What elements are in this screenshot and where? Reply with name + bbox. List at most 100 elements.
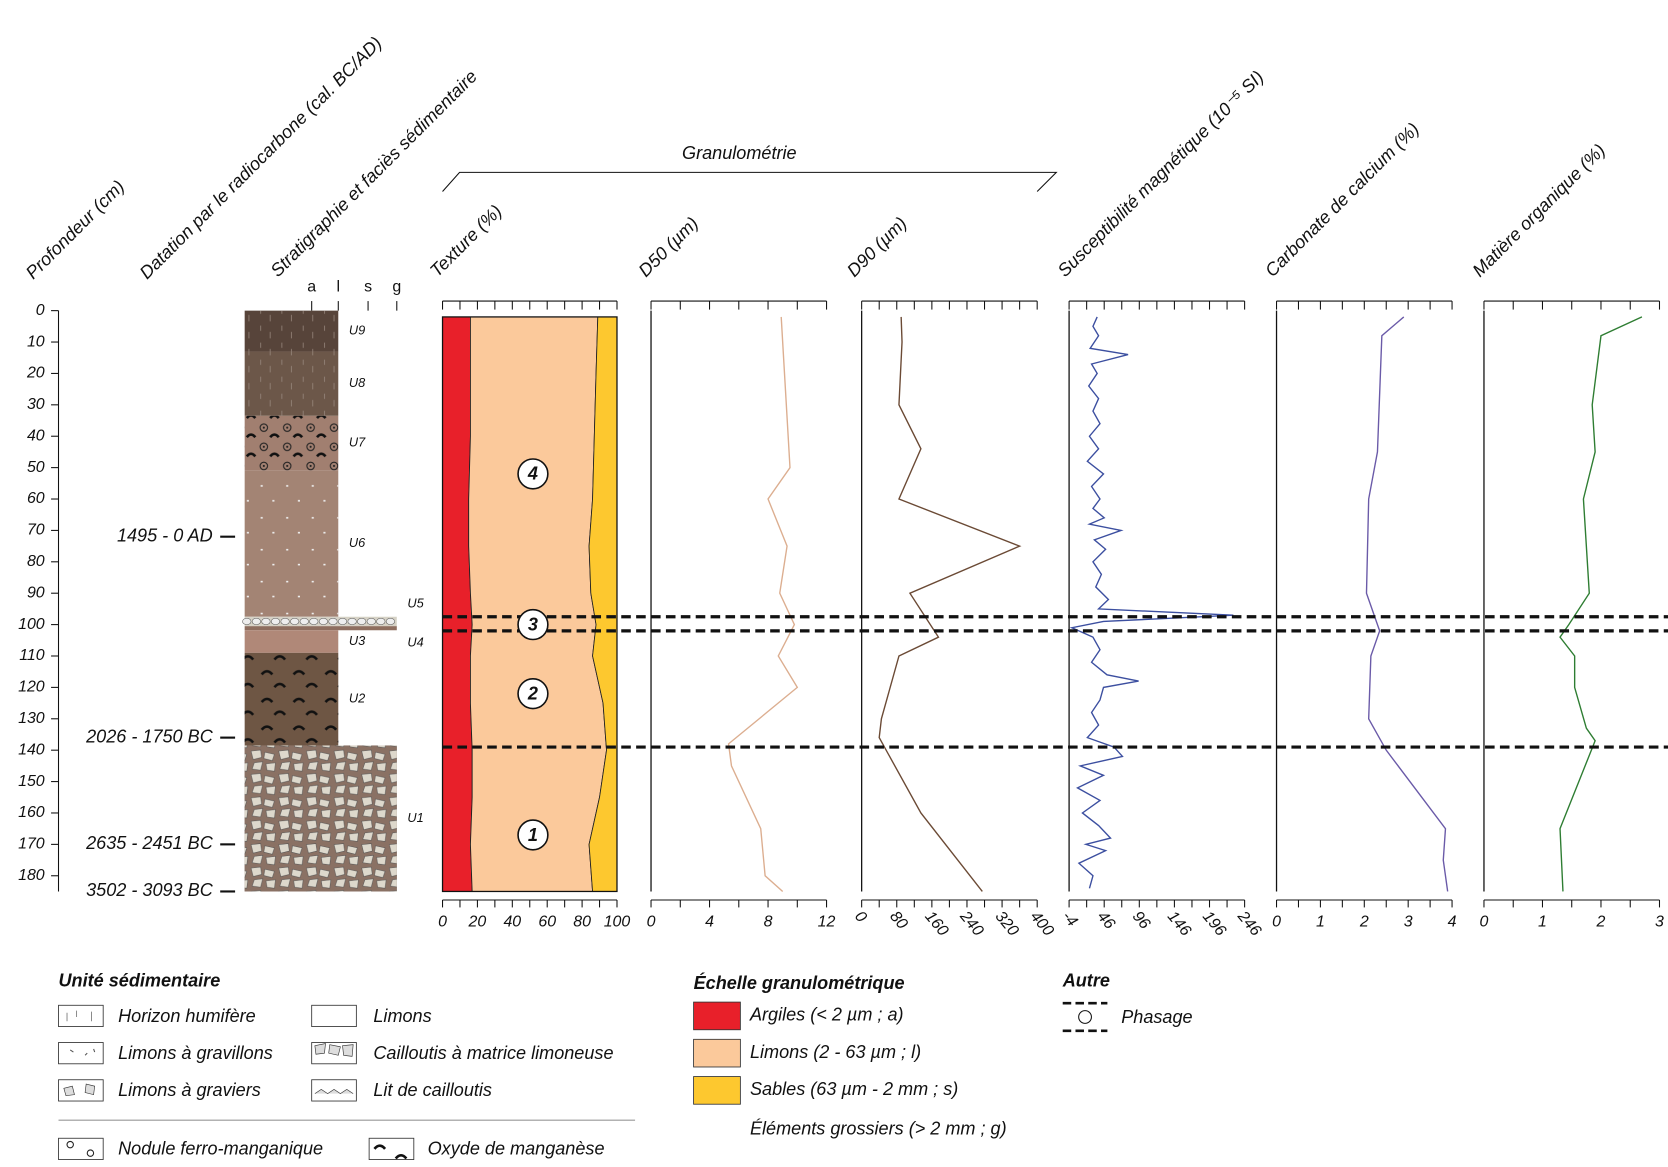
date-label: 2635 - 2451 BC [85, 833, 214, 853]
x-tick-label: 240 [956, 907, 987, 939]
y-tick-label: 50 [27, 459, 45, 476]
column-label: s [364, 278, 372, 295]
panel-title: Matière organique (%) [1469, 140, 1610, 281]
phase-marker [517, 608, 549, 641]
stratigraphic-unit [244, 626, 397, 631]
legend-label: Lit de cailloutis [373, 1080, 492, 1100]
unit-label: U7 [349, 435, 366, 450]
group-title: Granulométrie [682, 143, 797, 163]
x-tick-label: 20 [468, 914, 487, 931]
pebble [299, 618, 309, 625]
x-tick-label: 80 [573, 914, 591, 931]
y-tick-label: 60 [27, 490, 45, 507]
phase-label: 1 [528, 825, 538, 845]
pebble [251, 618, 261, 625]
unit-pattern [244, 745, 397, 892]
panel-title: Profondeur (cm) [22, 176, 128, 282]
data-line [878, 316, 1022, 892]
date-label: 3502 - 3093 BC [86, 880, 214, 900]
x-tick-label: 0 [1480, 914, 1489, 931]
panel-title: D90 (µm) [843, 213, 911, 281]
y-tick-label: 70 [27, 522, 45, 539]
column-label: g [392, 278, 401, 295]
x-tick-label: 0 [647, 914, 656, 931]
x-tick-label: 146 [1164, 908, 1194, 939]
x-tick-label: 160 [921, 908, 951, 939]
x-tick-label: 96 [1129, 908, 1154, 933]
pebble [280, 618, 290, 625]
y-tick-label: 20 [26, 365, 45, 382]
x-tick-label: 1 [1316, 914, 1325, 931]
x-tick-label: 4 [1448, 914, 1457, 931]
legend-swatch [693, 1038, 741, 1068]
pebble [347, 618, 357, 625]
x-tick-label: 2 [1359, 914, 1369, 931]
y-tick-label: 180 [18, 867, 45, 884]
y-tick-label: 120 [18, 679, 45, 696]
panel-title: Carbonate de calcium (%) [1261, 119, 1423, 281]
x-tick-label: 60 [538, 914, 556, 931]
legend-swatch [693, 1076, 741, 1105]
legend-label: Phasage [1121, 1007, 1192, 1027]
x-tick-label: -4 [1059, 908, 1081, 930]
x-tick-label: 8 [764, 914, 773, 931]
x-tick-label: 0 [1272, 914, 1281, 931]
y-tick-label: 100 [18, 616, 45, 633]
date-label: 1495 - 0 AD [117, 525, 213, 545]
phase-marker [517, 458, 549, 490]
y-tick-label: 150 [18, 773, 45, 790]
pebble [318, 618, 328, 625]
legend-label: Nodule ferro-manganique [118, 1139, 323, 1159]
y-tick-label: 90 [27, 584, 45, 601]
unit-label: U8 [349, 375, 366, 390]
unit-label: U5 [407, 595, 424, 610]
unit-pattern [244, 310, 339, 352]
unit-pattern [244, 351, 339, 416]
panel-title: D50 (µm) [635, 213, 703, 281]
legend-swatch [58, 1079, 104, 1102]
x-tick-label: 100 [604, 914, 631, 931]
x-tick-label: 46 [1094, 908, 1119, 933]
legend-label: Cailloutis à matrice limoneuse [373, 1043, 613, 1063]
data-line [1559, 316, 1643, 892]
x-tick-label: 400 [1027, 908, 1057, 939]
stratigraphic-unit [244, 630, 339, 653]
data-line [1069, 316, 1234, 889]
panel-frame [441, 316, 618, 893]
unit-label: U6 [349, 535, 366, 550]
legend-label: Argiles (< 2 µm ; a) [749, 1005, 904, 1025]
column-label: l [337, 278, 341, 295]
y-tick-label: 10 [27, 333, 45, 350]
data-line [1365, 316, 1449, 892]
legend: Unité sédimentaire Horizon humifère Limo… [58, 143, 1193, 1160]
pebble [290, 618, 300, 625]
y-tick-label: 160 [18, 804, 45, 821]
date-label: 2026 - 1750 BC [85, 726, 214, 746]
phase-marker [517, 819, 549, 851]
y-tick-label: 30 [27, 396, 45, 413]
panel-title: Texture (%) [426, 201, 506, 281]
pebble [328, 618, 338, 625]
panel-title: Datation par le radiocarbone (cal. BC/AD… [136, 33, 386, 283]
x-tick-label: 80 [886, 908, 911, 933]
unit-label: U1 [407, 810, 423, 825]
x-tick-label: 0 [438, 914, 447, 931]
panel-title: Susceptibilité magnétique (10⁻⁵ SI) [1054, 67, 1268, 281]
phase-label: 2 [527, 684, 538, 704]
unit-label: U2 [349, 691, 365, 706]
phase-label: 3 [528, 614, 538, 634]
data-line [727, 316, 799, 892]
x-tick-label: 320 [992, 908, 1022, 939]
texture-area [442, 316, 473, 892]
legend-title: Échelle granulométrique [694, 972, 905, 993]
x-tick-label: 4 [705, 914, 714, 931]
unit-label: U9 [349, 322, 365, 337]
legend-swatch [693, 1001, 741, 1031]
y-tick-label: 130 [18, 710, 45, 727]
legend-label: Limons [373, 1006, 431, 1026]
unit-label: U4 [407, 634, 423, 649]
y-tick-label: 40 [27, 427, 45, 444]
unit-label: U3 [349, 633, 365, 648]
legend-label: Horizon humifère [118, 1006, 256, 1026]
